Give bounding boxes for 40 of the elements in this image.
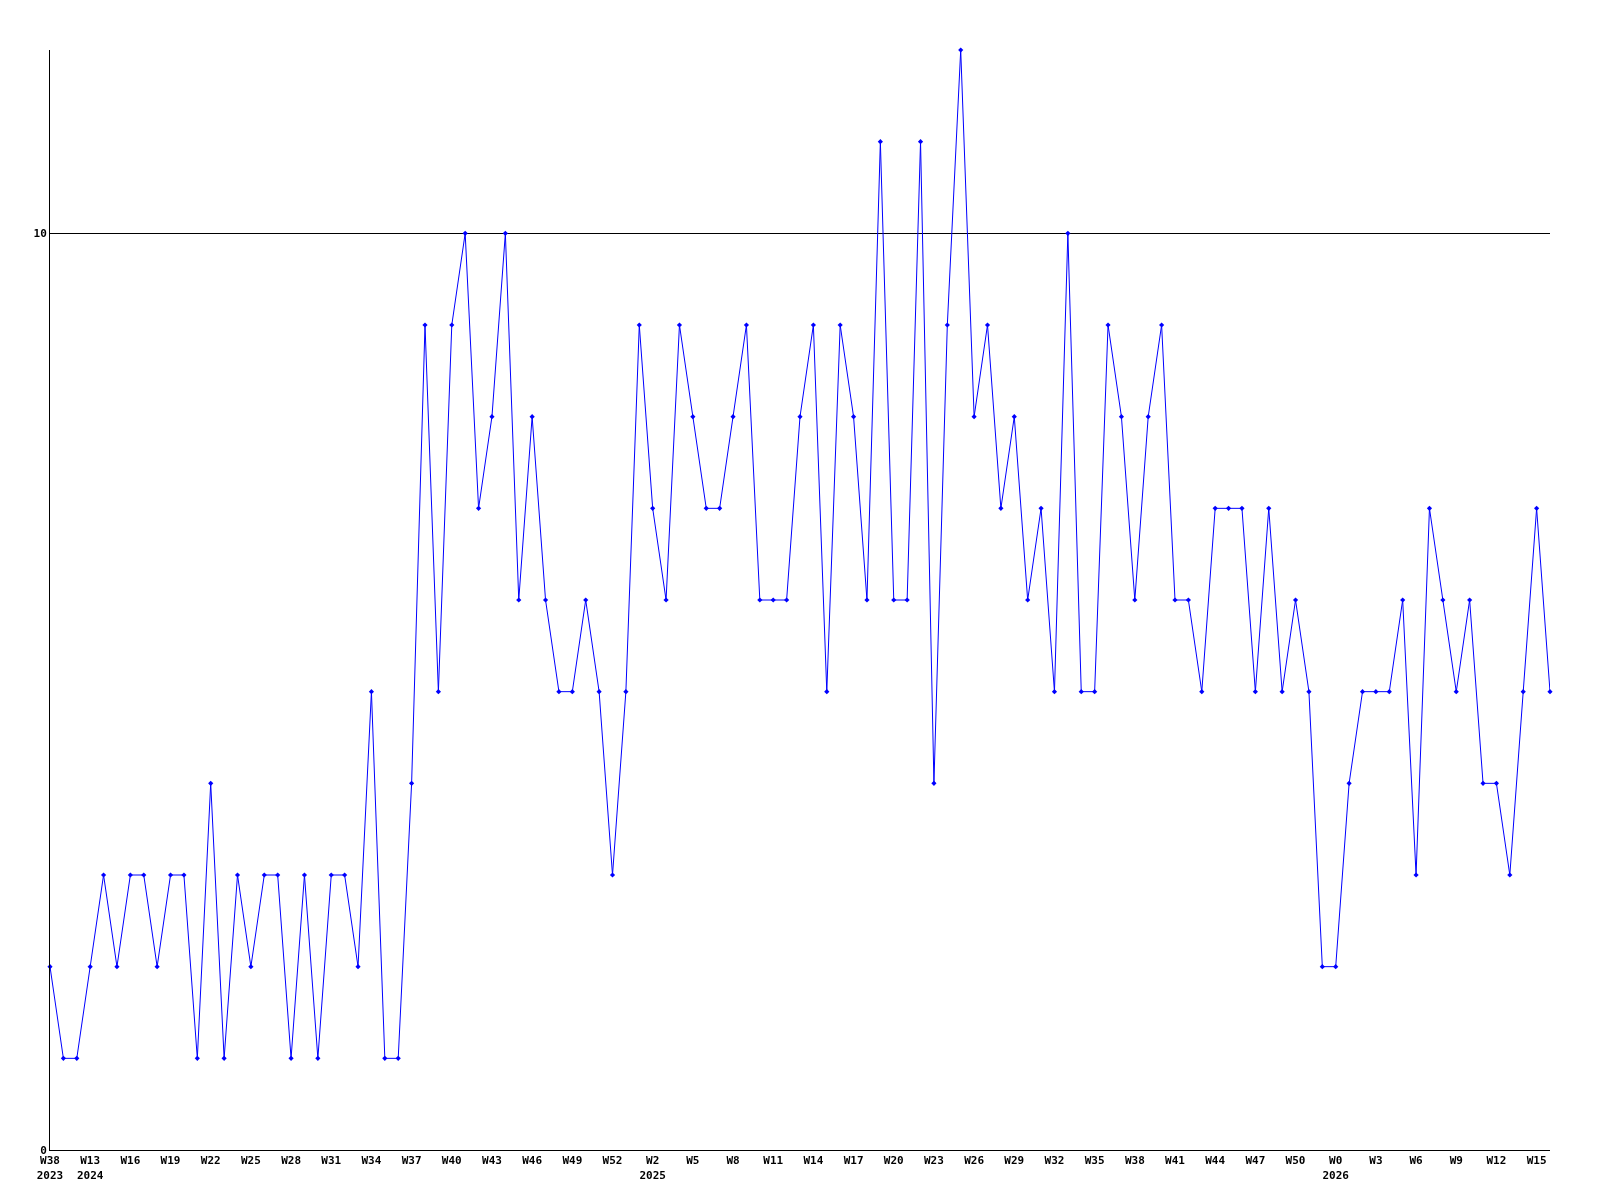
x-tick-label: W35 [1084,1154,1105,1168]
x-tick-label: W29 [1004,1154,1025,1168]
x-tick-label: W6 [1409,1154,1424,1168]
x-tick-label: W13 2024 [76,1154,104,1182]
x-tick-label: W17 [843,1154,864,1168]
x-tick-label: W19 [160,1154,181,1168]
x-tick-label: W25 [240,1154,261,1168]
x-tick-label: W28 [281,1154,302,1168]
x-tick-label: W50 [1285,1154,1306,1168]
y-tick-label: 0 [40,1143,47,1157]
x-tick-label: W22 [200,1154,221,1168]
x-tick-label: W3 [1369,1154,1383,1168]
x-tick-label: W8 [726,1154,740,1168]
x-tick-label: W38 [1124,1154,1145,1168]
x-tick-label: W0 2026 [1322,1154,1350,1182]
x-tick-label: W38 2023 [36,1154,64,1182]
x-tick-label: W5 [686,1154,700,1168]
x-tick-label: W14 [803,1154,824,1168]
x-tick-label: W31 [321,1154,342,1168]
x-tick-label: W2 2025 [639,1154,666,1182]
x-tick-label: W46 [522,1154,543,1168]
x-tick-label: W37 [401,1154,422,1168]
x-tick-label: W49 [562,1154,583,1168]
x-tick-label: W44 [1205,1154,1226,1168]
x-tick-label: W43 [482,1154,502,1168]
x-tick-label: W11 [763,1154,784,1168]
x-tick-label: W32 [1044,1154,1065,1168]
x-tick-label: W52 [602,1154,623,1168]
x-tick-label: W47 [1245,1154,1266,1168]
x-tick-label: W41 [1165,1154,1186,1168]
x-tick-label: W15 [1526,1154,1547,1168]
x-tick-label: W34 [361,1154,382,1168]
x-tick-label: W12 [1486,1154,1507,1168]
x-tick-label: W26 [964,1154,985,1168]
x-tick-label: W16 [120,1154,141,1168]
x-tick-label: W40 [441,1154,462,1168]
x-tick-label: W20 [883,1154,904,1168]
x-tick-label: W9 [1449,1154,1463,1168]
x-tick-label: W23 [923,1154,944,1168]
y-tick-label: 10 [33,227,47,241]
